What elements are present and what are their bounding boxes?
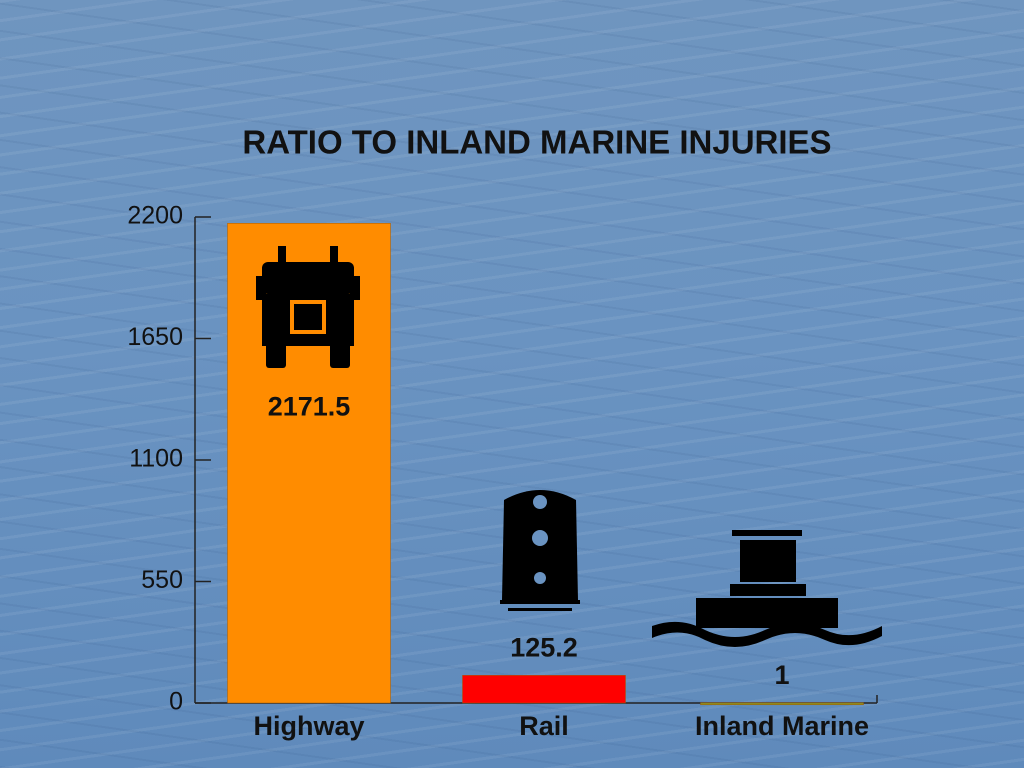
plot-area: 0 550 1100 1650 2200 Highway 2171.5 Rail 125.2 In… [127,202,878,741]
boat-icon [652,530,882,647]
bar [700,702,864,706]
x-tick-label: Highway [253,711,364,741]
value-label: 1 [774,660,789,690]
y-tick-label: 2200 [127,202,183,230]
bar [462,675,626,704]
value-label: 2171.5 [268,391,351,421]
train-icon [500,490,580,611]
x-tick-label: Inland Marine [695,711,869,741]
x-tick-label: Rail [519,711,569,741]
value-label: 125.2 [510,632,578,662]
chart-title: RATIO TO INLAND MARINE INJURIES [242,124,831,161]
y-tick-label: 0 [169,688,183,716]
y-tick-label: 1650 [127,323,183,351]
y-tick-label: 1100 [129,445,183,473]
truck-icon [256,246,360,368]
y-tick-label: 550 [141,566,183,594]
